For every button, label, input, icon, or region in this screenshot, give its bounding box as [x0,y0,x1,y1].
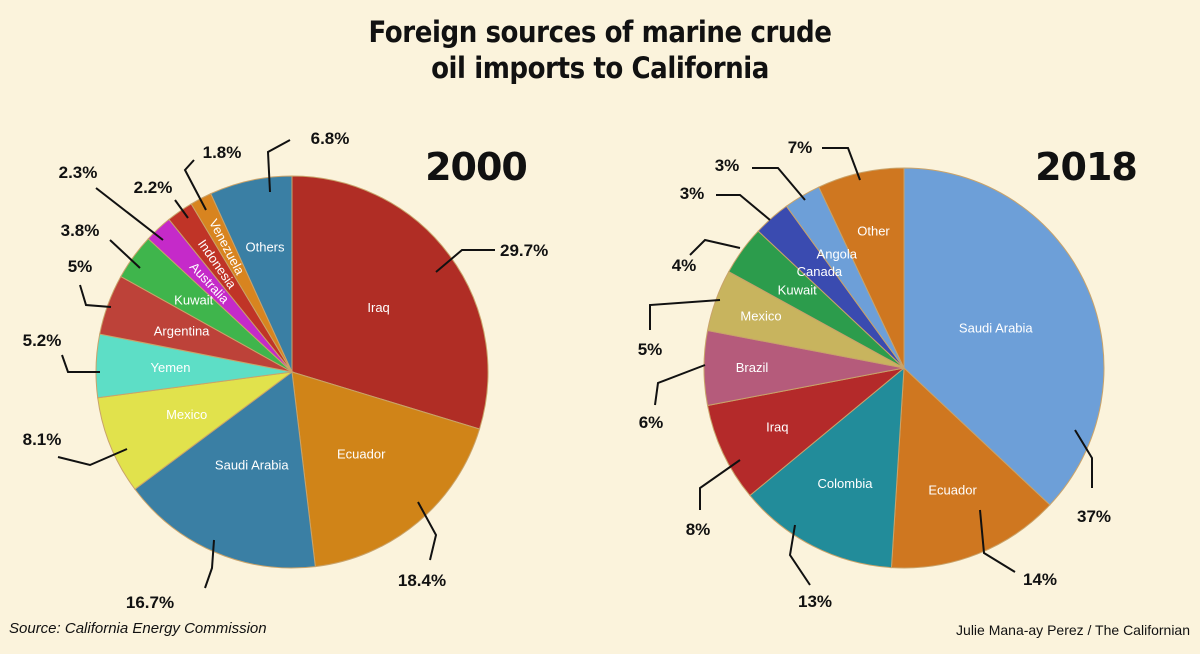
chart-title: Foreign sources of marine crude oil impo… [0,14,1200,86]
chart-title-line-1: Foreign sources of marine crude [368,15,832,49]
leader-line-angola [752,167,806,201]
slice-label-colombia: Colombia [818,476,874,491]
leader-line-colombia [788,524,811,586]
pct-label-mexico: 8.1% [23,430,62,449]
leader-line-kuwait [109,239,141,269]
pct-label-brazil: 6% [639,413,664,432]
slice-label-kuwait: Kuwait [778,282,817,297]
slice-label-others: Others [245,240,285,255]
pie-slice-others [210,175,293,373]
leader-line-saudi-arabia [1074,429,1093,488]
leader-line-brazil [654,364,706,406]
slice-label-canada: Canada [797,264,843,279]
pie-slice-iraq [291,175,489,430]
leader-line-kuwait [689,238,741,256]
pie-slice-ecuador [291,371,481,568]
slice-label-argentina: Argentina [154,324,210,339]
pie-slice-mexico [97,371,294,490]
leader-line-mexico [649,299,721,330]
pct-label-iraq: 8% [686,520,711,539]
pct-label-venezuela: 1.8% [203,143,242,162]
slice-label-saudi-arabia: Saudi Arabia [959,320,1033,335]
pct-label-colombia: 13% [798,592,832,611]
pct-label-yemen: 5.2% [23,331,62,350]
slice-label-brazil: Brazil [736,360,769,375]
pct-label-kuwait: 4% [672,256,697,275]
slice-label-ecuador: Ecuador [337,447,386,462]
slice-label-mexico: Mexico [166,407,207,422]
pct-label-saudi-arabia: 37% [1077,507,1111,526]
slice-label-saudi-arabia: Saudi Arabia [215,458,289,473]
leader-line-iraq [435,249,495,273]
chart-title-line-2: oil imports to California [431,51,769,85]
leader-line-other [822,147,861,181]
pie-year-title: 2000 [425,145,527,189]
pie-slice-other [818,167,905,369]
slice-label-angola: Angola [817,246,858,261]
pie-slice-saudi-arabia [134,371,316,569]
leader-line-argentina [79,284,112,308]
leader-line-venezuela [183,159,207,211]
pct-label-mexico: 5% [638,340,663,359]
credit-line: Julie Mana-ay Perez / The Californian [956,622,1190,638]
pct-label-indonesia: 2.2% [134,178,173,197]
slice-label-kuwait: Kuwait [174,293,213,308]
pct-label-others: 6.8% [311,129,350,148]
leader-line-canada [716,194,771,221]
slice-label-yemen: Yemen [151,360,191,375]
pie-year-title: 2018 [1035,145,1137,189]
slice-label-iraq: Iraq [766,420,788,435]
slice-label-ecuador: Ecuador [928,483,977,498]
pct-label-angola: 3% [715,156,740,175]
pct-label-ecuador: 18.4% [398,571,446,590]
leader-line-indonesia [174,199,189,219]
leader-line-australia [95,187,164,241]
slice-label-iraq: Iraq [367,300,389,315]
pie-slice-colombia [749,366,905,569]
pie-chart-2000: 2000 Iraq Ecuador Saudi Arabia Mexico Yemen Ar… [23,129,549,612]
pie-slice-saudi-arabia [903,167,1105,506]
pct-label-saudi-arabia: 16.7% [126,593,174,612]
pct-label-other: 7% [788,138,813,157]
pie-slice-iraq [706,367,905,497]
pct-label-argentina: 5% [68,257,93,276]
pct-label-canada: 3% [680,184,705,203]
leader-line-mexico [57,448,128,467]
source-note: Source: California Energy Commission [9,620,267,637]
slice-label-other: Other [857,223,890,238]
leader-line-saudi-arabia [204,539,215,589]
pct-label-australia: 2.3% [59,163,98,182]
pct-label-iraq: 29.7% [500,241,548,260]
leader-line-iraq [699,459,741,510]
pie-chart-2018: 2018 Saudi Arabia Ecuador Colombia Iraq Brazi… [638,138,1138,611]
pct-label-kuwait: 3.8% [61,221,100,240]
leader-line-ecuador [417,501,438,561]
slice-label-mexico: Mexico [740,309,781,324]
pct-label-ecuador: 14% [1023,570,1057,589]
leader-line-ecuador [979,509,1016,573]
leader-line-yemen [61,354,100,373]
pie-slice-ecuador [890,366,1051,569]
leader-line-others [266,139,291,193]
